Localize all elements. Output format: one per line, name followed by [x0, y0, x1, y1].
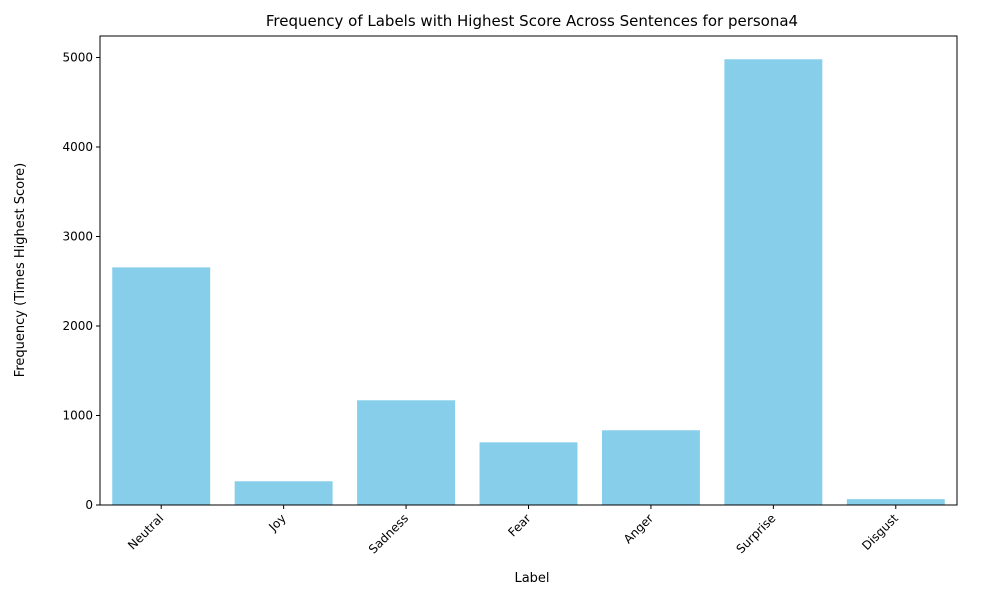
bar-anger — [601, 430, 700, 505]
x-tick-label-surprise: Surprise — [733, 511, 778, 556]
bars-group — [112, 59, 945, 505]
x-tick-label-disgust: Disgust — [859, 511, 901, 553]
y-tick-label: 4000 — [62, 140, 93, 154]
y-tick-label: 2000 — [62, 319, 93, 333]
y-ticks-group: 0 1000 2000 3000 4000 5000 — [62, 50, 100, 512]
bar-surprise — [724, 59, 823, 505]
y-tick-label: 5000 — [62, 50, 93, 64]
y-tick-label: 3000 — [62, 229, 93, 243]
x-ticks-group: Neutral Joy Sadness Fear Anger Surprise Disgus… — [125, 505, 901, 557]
x-tick-label-neutral: Neutral — [125, 511, 166, 552]
chart-title: Frequency of Labels with Highest Score A… — [266, 12, 798, 30]
x-tick-label-joy: Joy — [265, 511, 288, 534]
bar-disgust — [846, 499, 945, 505]
bar-sadness — [357, 400, 456, 505]
x-tick-label-anger: Anger — [621, 511, 656, 546]
bar-neutral — [112, 267, 211, 505]
y-axis-label: Frequency (Times Highest Score) — [13, 163, 28, 377]
bar-fear — [479, 442, 578, 505]
x-tick-label-fear: Fear — [505, 511, 533, 539]
y-tick-label: 1000 — [62, 408, 93, 422]
y-tick-label: 0 — [85, 498, 93, 512]
x-tick-label-sadness: Sadness — [366, 511, 411, 556]
axes-group — [99, 35, 958, 506]
x-axis-label: Label — [514, 571, 549, 586]
bar-joy — [234, 481, 333, 505]
plot-frame — [99, 35, 958, 506]
